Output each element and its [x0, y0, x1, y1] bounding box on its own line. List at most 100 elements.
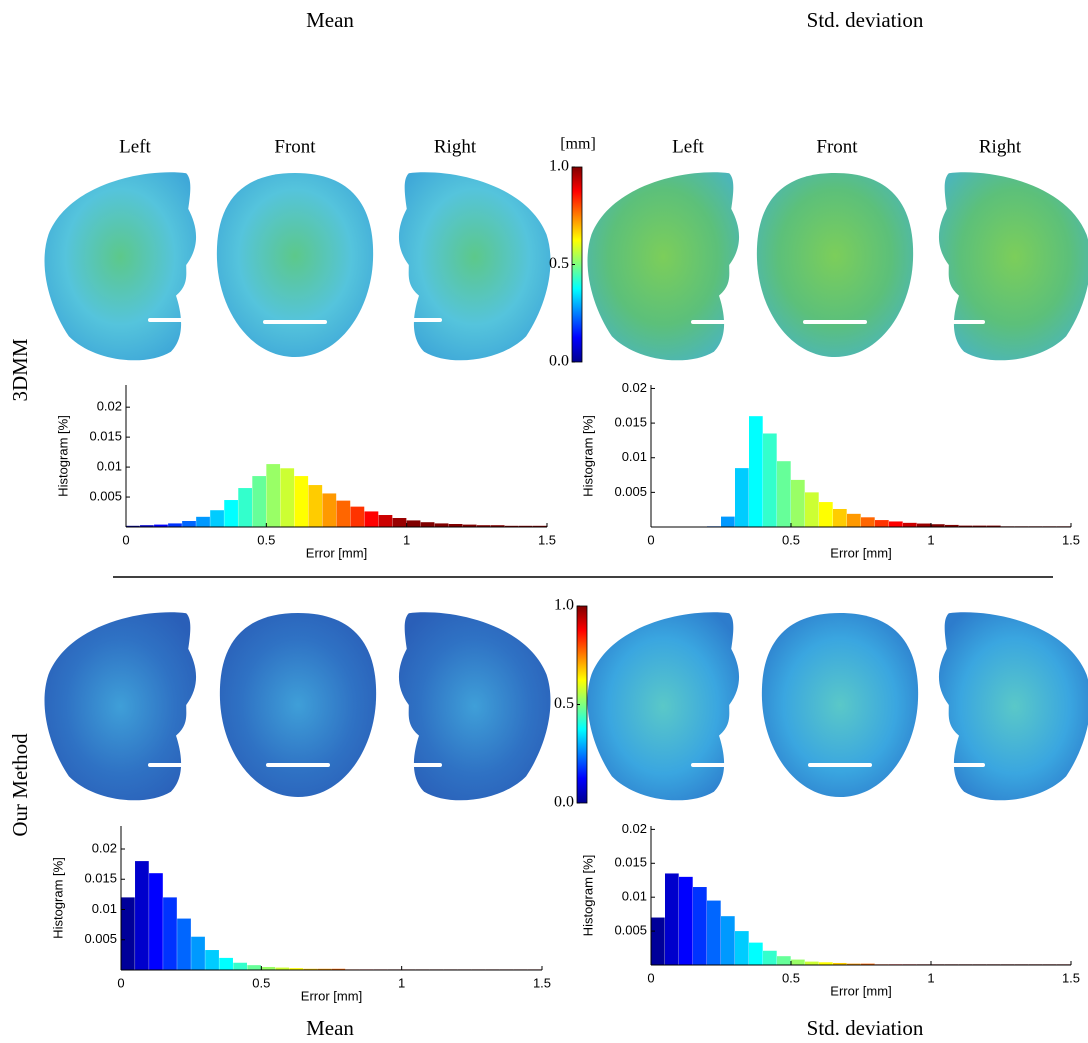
bar	[819, 502, 833, 527]
bar	[168, 523, 182, 527]
bar	[247, 965, 261, 970]
bar	[135, 861, 149, 970]
x-axis-label: Error [mm]	[830, 545, 891, 560]
y-axis-label: Histogram [%]	[580, 855, 595, 937]
figure: [mm] Mean Std. deviation Mean Std. devia…	[0, 0, 1088, 1043]
bar	[177, 919, 191, 970]
y-tick-label: 0.02	[92, 840, 117, 855]
bar	[805, 492, 819, 527]
bar	[721, 517, 735, 527]
x-tick-label: 1	[403, 532, 410, 547]
y-tick-label: 0.01	[92, 901, 117, 916]
x-tick-label: 0	[647, 532, 654, 547]
face-front	[217, 173, 373, 357]
face-right	[399, 612, 551, 800]
colorbar-tick-label: 0.0	[554, 794, 574, 811]
bar	[435, 523, 449, 527]
bar	[707, 901, 721, 965]
bar	[337, 501, 351, 527]
view-label: Front	[274, 136, 316, 157]
bar	[875, 520, 889, 527]
column-title: Std. deviation	[807, 8, 924, 32]
bar	[749, 416, 763, 527]
face-left	[44, 172, 196, 360]
y-axis-label: Histogram [%]	[580, 415, 595, 497]
view-label: Left	[119, 136, 151, 157]
x-tick-label: 0.5	[782, 970, 800, 985]
bar	[163, 897, 177, 970]
x-axis-label: Error [mm]	[301, 988, 362, 1003]
colorbar-tick-label: 0.5	[554, 695, 574, 712]
x-tick-label: 0.5	[252, 975, 270, 990]
bar	[889, 521, 903, 527]
x-tick-label: 1.5	[538, 532, 556, 547]
face-right	[939, 172, 1088, 360]
x-tick-label: 1	[927, 970, 934, 985]
bar	[233, 963, 247, 970]
face-front	[757, 173, 913, 357]
colorbar-tick-label: 1.0	[554, 597, 574, 614]
y-tick-label: 0.005	[614, 923, 647, 938]
bar	[805, 962, 819, 965]
bar	[308, 485, 322, 527]
y-axis-label: Histogram [%]	[50, 857, 65, 939]
bar	[407, 520, 421, 527]
bar	[219, 958, 233, 970]
bar	[763, 433, 777, 527]
bar	[833, 509, 847, 527]
column-title: Mean	[306, 8, 354, 32]
face-right	[399, 172, 551, 360]
x-tick-label: 0	[122, 532, 129, 547]
y-tick-label: 0.015	[614, 855, 647, 870]
bar	[322, 493, 336, 527]
colorbar-unit: [mm]	[560, 136, 596, 153]
bar	[210, 510, 224, 527]
bar	[196, 517, 210, 527]
bar	[280, 468, 294, 527]
x-axis-label: Error [mm]	[306, 545, 367, 560]
y-tick-label: 0.005	[84, 931, 117, 946]
y-tick-label: 0.015	[89, 429, 122, 444]
view-label: Right	[979, 136, 1022, 157]
bar	[665, 873, 679, 965]
bar	[791, 960, 805, 965]
bar	[903, 523, 917, 527]
x-tick-label: 1.5	[1062, 532, 1080, 547]
bar	[149, 873, 163, 970]
row-label: 3DMM	[8, 338, 32, 401]
bar	[393, 518, 407, 527]
bar	[224, 500, 238, 527]
face-front	[220, 613, 376, 797]
bar	[379, 515, 393, 527]
bar	[679, 877, 693, 965]
bar	[182, 521, 196, 527]
view-label: Front	[816, 136, 858, 157]
x-tick-label: 0	[117, 975, 124, 990]
bar	[917, 524, 931, 527]
bar	[266, 464, 280, 527]
y-tick-label: 0.02	[622, 821, 647, 836]
bar	[205, 950, 219, 970]
y-tick-label: 0.02	[622, 380, 647, 395]
bar	[351, 507, 365, 527]
column-title: Std. deviation	[807, 1016, 924, 1040]
bar	[721, 916, 735, 965]
x-axis-label: Error [mm]	[830, 983, 891, 998]
x-tick-label: 1	[398, 975, 405, 990]
x-tick-label: 0.5	[257, 532, 275, 547]
x-tick-label: 1.5	[533, 975, 551, 990]
y-tick-label: 0.01	[622, 889, 647, 904]
bar	[735, 931, 749, 965]
x-tick-label: 1.5	[1062, 970, 1080, 985]
face-left	[44, 612, 196, 800]
y-tick-label: 0.005	[89, 488, 122, 503]
column-title: Mean	[306, 1016, 354, 1040]
view-label: Left	[672, 136, 704, 157]
x-tick-label: 0.5	[782, 532, 800, 547]
bar	[693, 887, 707, 965]
bar	[238, 488, 252, 527]
y-axis-label: Histogram [%]	[55, 415, 70, 497]
bar	[791, 480, 805, 527]
